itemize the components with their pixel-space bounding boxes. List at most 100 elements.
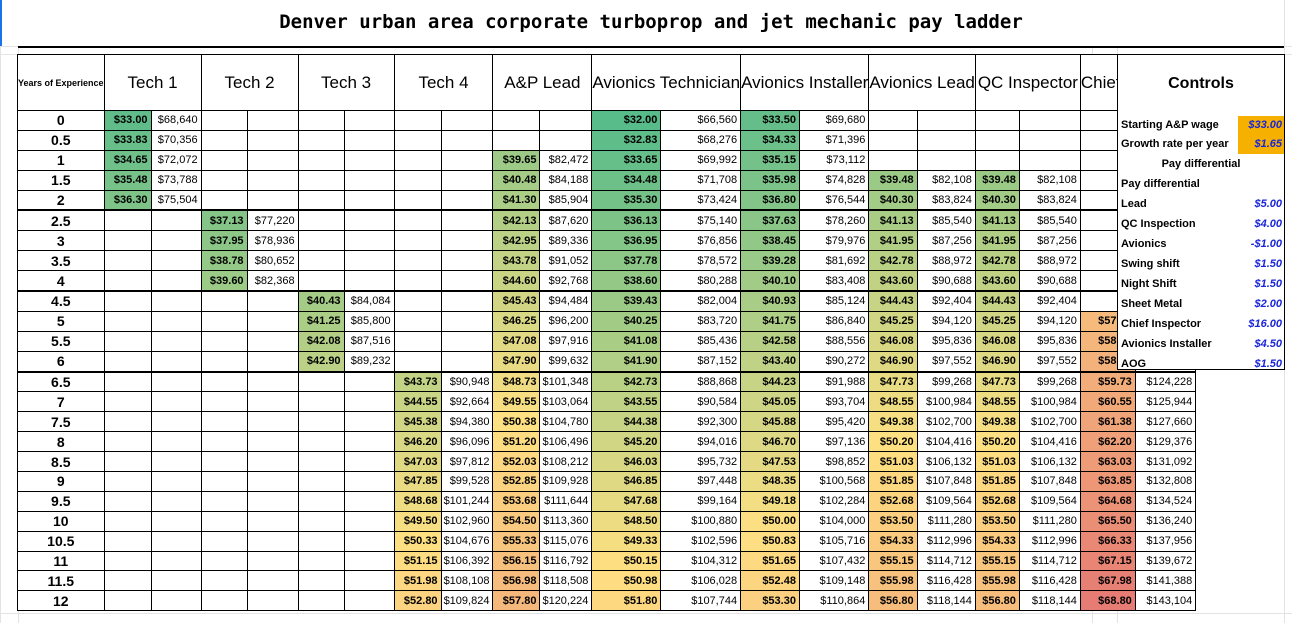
annual-pay-cell[interactable]: $104,312 (660, 550, 742, 572)
hourly-rate-cell[interactable]: $39.65 (492, 149, 541, 171)
hourly-rate-cell[interactable]: $48.55 (868, 391, 918, 413)
hourly-rate-cell[interactable]: $51.03 (974, 451, 1020, 473)
annual-pay-cell[interactable] (150, 230, 202, 252)
annual-pay-cell[interactable] (150, 570, 202, 592)
hourly-rate-cell[interactable]: $61.38 (1079, 411, 1136, 433)
hourly-rate-cell[interactable]: $47.73 (868, 370, 918, 393)
annual-pay-cell[interactable] (343, 209, 395, 232)
annual-pay-cell[interactable]: $69,992 (660, 149, 742, 171)
annual-pay-cell[interactable]: $84,084 (343, 289, 395, 312)
hourly-rate-cell[interactable] (297, 391, 345, 413)
hourly-rate-cell[interactable]: $43.78 (492, 250, 541, 272)
annual-pay-cell[interactable]: $104,416 (916, 431, 976, 453)
annual-pay-cell[interactable] (150, 391, 202, 413)
annual-pay-cell[interactable] (343, 471, 395, 492)
years-cell[interactable]: 1.5 (17, 169, 105, 191)
annual-pay-cell[interactable]: $113,360 (539, 510, 593, 532)
hourly-rate-cell[interactable]: $43.73 (393, 370, 442, 393)
hourly-rate-cell[interactable]: $35.48 (103, 169, 152, 191)
hourly-rate-cell[interactable] (393, 250, 442, 272)
annual-pay-cell[interactable]: $99,268 (916, 370, 976, 393)
hourly-rate-cell[interactable] (200, 289, 248, 312)
annual-pay-cell[interactable]: $137,956 (1134, 530, 1197, 552)
annual-pay-cell[interactable] (440, 350, 494, 373)
hourly-rate-cell[interactable]: $68.80 (1079, 590, 1136, 612)
annual-pay-cell[interactable] (440, 129, 494, 151)
annual-pay-cell[interactable]: $114,712 (916, 550, 976, 572)
hourly-rate-cell[interactable]: $42.78 (868, 250, 918, 272)
annual-pay-cell[interactable]: $75,140 (660, 209, 742, 232)
annual-pay-cell[interactable]: $99,268 (1018, 370, 1081, 393)
hourly-rate-cell[interactable]: $50.15 (591, 550, 662, 572)
annual-pay-cell[interactable]: $68,640 (150, 110, 202, 131)
annual-pay-cell[interactable]: $129,376 (1134, 431, 1197, 453)
hourly-rate-cell[interactable]: $46.03 (591, 451, 662, 473)
hourly-rate-cell[interactable]: $53.68 (492, 490, 541, 512)
annual-pay-cell[interactable]: $97,552 (916, 350, 976, 373)
annual-pay-cell[interactable]: $85,540 (1018, 209, 1081, 232)
annual-pay-cell[interactable] (150, 250, 202, 272)
annual-pay-cell[interactable] (343, 270, 395, 292)
hourly-rate-cell[interactable]: $44.55 (393, 391, 442, 413)
annual-pay-cell[interactable] (1018, 149, 1081, 171)
annual-pay-cell[interactable]: $96,096 (440, 431, 494, 453)
annual-pay-cell[interactable] (246, 129, 299, 151)
annual-pay-cell[interactable]: $108,212 (539, 451, 593, 473)
hourly-rate-cell[interactable]: $39.48 (974, 169, 1020, 191)
annual-pay-cell[interactable]: $118,508 (539, 570, 593, 592)
hourly-rate-cell[interactable]: $51.65 (740, 550, 800, 572)
hourly-rate-cell[interactable]: $37.13 (200, 209, 248, 232)
annual-pay-cell[interactable]: $85,436 (660, 330, 742, 352)
annual-pay-cell[interactable] (150, 370, 202, 393)
annual-pay-cell[interactable]: $95,732 (660, 451, 742, 473)
annual-pay-cell[interactable]: $83,824 (1018, 189, 1081, 211)
hourly-rate-cell[interactable]: $42.58 (740, 330, 800, 352)
hourly-rate-cell[interactable]: $41.95 (974, 230, 1020, 252)
hourly-rate-cell[interactable] (103, 530, 152, 552)
annual-pay-cell[interactable]: $85,904 (539, 189, 593, 211)
annual-pay-cell[interactable] (539, 129, 593, 151)
annual-pay-cell[interactable] (343, 451, 395, 473)
annual-pay-cell[interactable] (1018, 110, 1081, 131)
hourly-rate-cell[interactable]: $45.05 (740, 391, 800, 413)
hourly-rate-cell[interactable]: $41.13 (868, 209, 918, 232)
annual-pay-cell[interactable]: $73,112 (798, 149, 870, 171)
annual-pay-cell[interactable]: $106,132 (916, 451, 976, 473)
annual-pay-cell[interactable]: $118,144 (1018, 590, 1081, 612)
annual-pay-cell[interactable]: $79,976 (798, 230, 870, 252)
hourly-rate-cell[interactable] (103, 471, 152, 492)
annual-pay-cell[interactable] (916, 110, 976, 131)
hourly-rate-cell[interactable] (297, 169, 345, 191)
years-cell[interactable]: 10.5 (17, 530, 105, 552)
hourly-rate-cell[interactable] (297, 209, 345, 232)
annual-pay-cell[interactable] (246, 451, 299, 473)
annual-pay-cell[interactable] (343, 250, 395, 272)
annual-pay-cell[interactable] (343, 391, 395, 413)
hourly-rate-cell[interactable] (200, 310, 248, 332)
hourly-rate-cell[interactable]: $33.65 (591, 149, 662, 171)
hourly-rate-cell[interactable]: $57.80 (492, 590, 541, 612)
annual-pay-cell[interactable] (916, 149, 976, 171)
annual-pay-cell[interactable] (150, 270, 202, 292)
hourly-rate-cell[interactable]: $46.20 (393, 431, 442, 453)
annual-pay-cell[interactable]: $80,652 (246, 250, 299, 272)
annual-pay-cell[interactable]: $143,104 (1134, 590, 1197, 612)
annual-pay-cell[interactable]: $83,720 (660, 310, 742, 332)
annual-pay-cell[interactable] (246, 570, 299, 592)
annual-pay-cell[interactable] (343, 169, 395, 191)
hourly-rate-cell[interactable]: $63.85 (1079, 471, 1136, 492)
hourly-rate-cell[interactable]: $34.48 (591, 169, 662, 191)
annual-pay-cell[interactable]: $88,868 (660, 370, 742, 393)
hourly-rate-cell[interactable]: $50.33 (393, 530, 442, 552)
hourly-rate-cell[interactable]: $46.25 (492, 310, 541, 332)
hourly-rate-cell[interactable] (200, 350, 248, 373)
hourly-rate-cell[interactable]: $47.68 (591, 490, 662, 512)
hourly-rate-cell[interactable]: $49.38 (974, 411, 1020, 433)
annual-pay-cell[interactable]: $91,052 (539, 250, 593, 272)
hourly-rate-cell[interactable]: $45.38 (393, 411, 442, 433)
annual-pay-cell[interactable] (150, 490, 202, 512)
hourly-rate-cell[interactable]: $41.08 (591, 330, 662, 352)
hourly-rate-cell[interactable] (103, 550, 152, 572)
hourly-rate-cell[interactable] (868, 110, 918, 131)
annual-pay-cell[interactable]: $111,644 (539, 490, 593, 512)
